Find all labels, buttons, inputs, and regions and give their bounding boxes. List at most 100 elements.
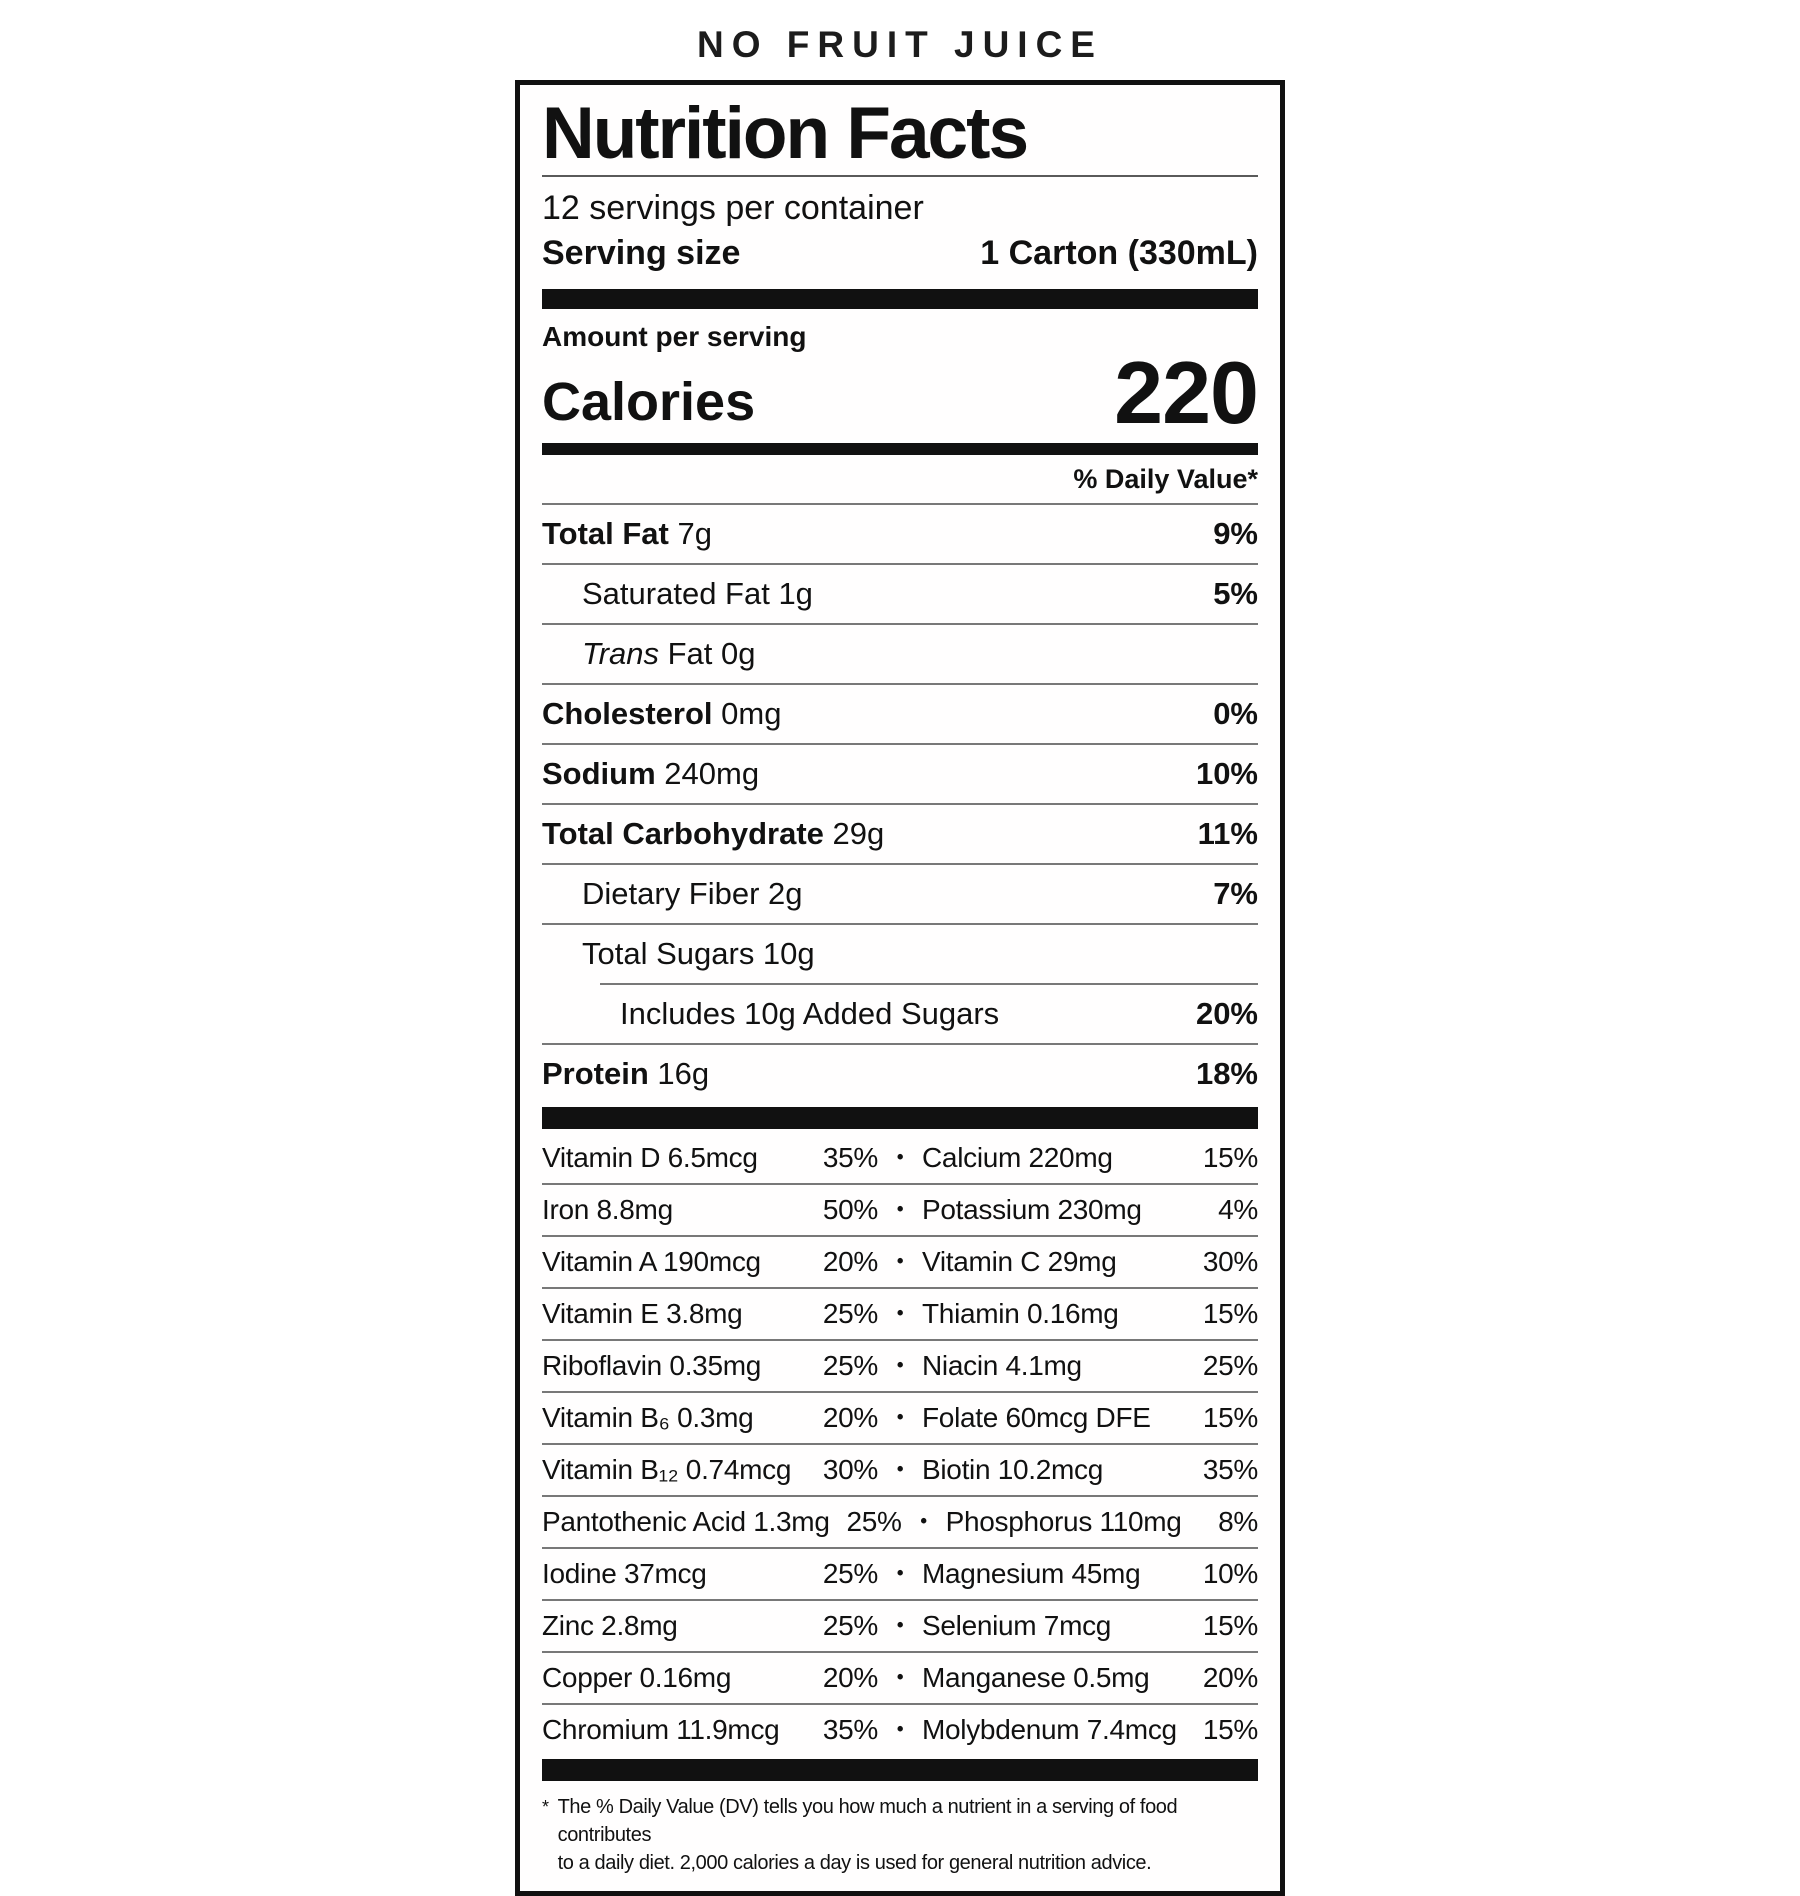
divider-bar	[542, 1759, 1258, 1782]
micronutrient-row: Chromium 11.9mcg 35% • Molybdenum 7.4mcg 15%	[542, 1705, 1258, 1755]
row-divider	[542, 503, 1258, 506]
nutrition-facts-label: Nutrition Facts 12 servings per containe…	[515, 80, 1285, 1896]
micronutrient-daily-value: 25%	[822, 1298, 878, 1330]
micronutrient-name: Pantothenic Acid 1.3mg	[542, 1506, 830, 1538]
footnote-line: to a daily diet. 2,000 calories a day is…	[557, 1852, 1152, 1875]
micronutrient-row: Pantothenic Acid 1.3mg 25% • Phosphorus 110…	[542, 1497, 1258, 1547]
nutrient-name-bold: Sodium	[542, 756, 656, 792]
calories-row: Calories 220	[542, 348, 1259, 436]
nutrient-row: Dietary Fiber 2g 7%	[542, 865, 1258, 923]
nutrient-amount: Saturated Fat 1g	[582, 576, 813, 612]
product-claim-text: NO FRUIT JUICE	[697, 24, 1103, 65]
serving-size-value: 1 Carton (330mL)	[980, 233, 1258, 272]
nutrient-daily-value: 0%	[1213, 696, 1258, 732]
row-divider	[542, 623, 1258, 626]
separator-dot: •	[896, 1563, 904, 1585]
serving-size-label: Serving size	[542, 233, 741, 272]
row-divider	[542, 743, 1258, 746]
footnote: * The % Daily Value (DV) tells you how m…	[542, 1793, 1258, 1877]
row-divider	[542, 1287, 1258, 1290]
divider-bar	[542, 288, 1258, 309]
nutrient-daily-value: 10%	[1195, 756, 1258, 792]
micronutrient-daily-value: 30%	[822, 1454, 878, 1486]
micronutrient-daily-value: 25%	[846, 1506, 902, 1538]
separator-dot: •	[896, 1667, 904, 1689]
nutrient-row: Cholesterol 0mg 0%	[542, 685, 1258, 743]
servings-per-container: 12 servings per container	[542, 189, 924, 228]
nutrient-name-bold: Total Carbohydrate	[542, 816, 824, 852]
nutrient-daily-value: 20%	[1195, 996, 1258, 1032]
serving-size-row: Serving size 1 Carton (330mL)	[542, 234, 1258, 273]
micronutrient-daily-value: 10%	[1202, 1558, 1258, 1590]
micronutrient-name: Vitamin C 29mg	[922, 1246, 1117, 1278]
separator-dot: •	[896, 1407, 904, 1429]
nutrient-name: Saturated Fat 1g	[542, 576, 813, 612]
micronutrient-name: Manganese 0.5mg	[922, 1662, 1150, 1694]
nutrient-name: Sodium 240mg	[542, 756, 759, 792]
divider-bar	[542, 443, 1258, 456]
daily-value-header: % Daily Value*	[1073, 464, 1258, 495]
nutrient-amount: 29g	[832, 816, 885, 852]
nutrient-row: Saturated Fat 1g 5%	[542, 565, 1258, 623]
micronutrient-daily-value: 25%	[822, 1350, 878, 1382]
label-title: Nutrition Facts	[542, 93, 1029, 174]
row-divider	[542, 1235, 1258, 1238]
nutrient-row: Includes 10g Added Sugars 20%	[542, 985, 1258, 1043]
micronutrient-daily-value: 25%	[1202, 1350, 1258, 1382]
micronutrient-name: Calcium 220mg	[922, 1142, 1113, 1174]
nutrient-row: Total Fat 7g 9%	[542, 505, 1258, 563]
footnote-asterisk: *	[542, 1797, 549, 1818]
nutrient-name-bold: Cholesterol	[542, 696, 713, 732]
micronutrient-daily-value: 30%	[1202, 1246, 1258, 1278]
micronutrient-daily-value: 25%	[822, 1558, 878, 1590]
nutrient-name: Dietary Fiber 2g	[542, 876, 803, 912]
micronutrient-name: Iodine 37mcg	[542, 1558, 707, 1590]
row-divider	[542, 863, 1258, 866]
nutrient-row: Sodium 240mg 10%	[542, 745, 1258, 803]
micronutrient-daily-value: 15%	[1202, 1610, 1258, 1642]
micronutrient-daily-value: 20%	[822, 1246, 878, 1278]
micronutrient-name: Iron 8.8mg	[542, 1194, 673, 1226]
micronutrient-name: Biotin 10.2mcg	[922, 1454, 1104, 1486]
nutrient-row: Total Carbohydrate 29g 11%	[542, 805, 1258, 863]
micronutrient-row: Vitamin E 3.8mg 25% • Thiamin 0.16mg 15%	[542, 1289, 1258, 1339]
micronutrient-name: Vitamin A 190mcg	[542, 1246, 761, 1278]
micronutrient-row: Vitamin D 6.5mcg 35% • Calcium 220mg 15%	[542, 1133, 1258, 1183]
micronutrient-daily-value: 35%	[822, 1142, 878, 1174]
separator-dot: •	[896, 1251, 904, 1273]
row-divider	[542, 1703, 1258, 1706]
nutrient-amount: 0mg	[721, 696, 782, 732]
row-divider	[542, 803, 1258, 806]
micronutrient-daily-value: 25%	[822, 1610, 878, 1642]
divider-bar	[542, 1107, 1258, 1130]
micronutrient-daily-value: 50%	[822, 1194, 878, 1226]
nutrient-daily-value: 7%	[1213, 876, 1258, 912]
nutrient-name: Cholesterol 0mg	[542, 696, 781, 732]
thin-rule	[542, 175, 1258, 178]
separator-dot: •	[896, 1719, 904, 1741]
row-divider	[542, 1599, 1258, 1602]
footnote-text: The % Daily Value (DV) tells you how muc…	[558, 1793, 1258, 1877]
micronutrient-name: Phosphorus 110mg	[945, 1506, 1182, 1538]
micronutrient-name: Niacin 4.1mg	[922, 1350, 1082, 1382]
separator-dot: •	[896, 1459, 904, 1481]
separator-dot: •	[896, 1355, 904, 1377]
nutrient-amount: Dietary Fiber 2g	[582, 876, 803, 912]
micronutrient-name: Potassium 230mg	[922, 1194, 1142, 1226]
amount-per-serving-label: Amount per serving	[542, 320, 807, 352]
row-divider	[542, 1391, 1258, 1394]
micronutrient-daily-value: 20%	[822, 1402, 878, 1434]
nutrient-name: Trans Fat 0g	[542, 636, 755, 672]
micronutrient-row: Copper 0.16mg 20% • Manganese 0.5mg 20%	[542, 1653, 1258, 1703]
micronutrient-row: Iron 8.8mg 50% • Potassium 230mg 4%	[542, 1185, 1258, 1235]
nutrient-name-bold: Protein	[542, 1056, 649, 1092]
micronutrient-daily-value: 35%	[822, 1714, 878, 1746]
nutrient-name-italic: Trans	[582, 636, 659, 672]
row-divider	[542, 1651, 1258, 1654]
nutrient-daily-value: 5%	[1213, 576, 1258, 612]
micronutrient-name: Molybdenum 7.4mcg	[922, 1714, 1177, 1746]
micronutrient-name: Thiamin 0.16mg	[922, 1298, 1119, 1330]
micronutrient-name: Magnesium 45mg	[922, 1558, 1141, 1590]
micronutrient-daily-value: 4%	[1218, 1194, 1258, 1226]
